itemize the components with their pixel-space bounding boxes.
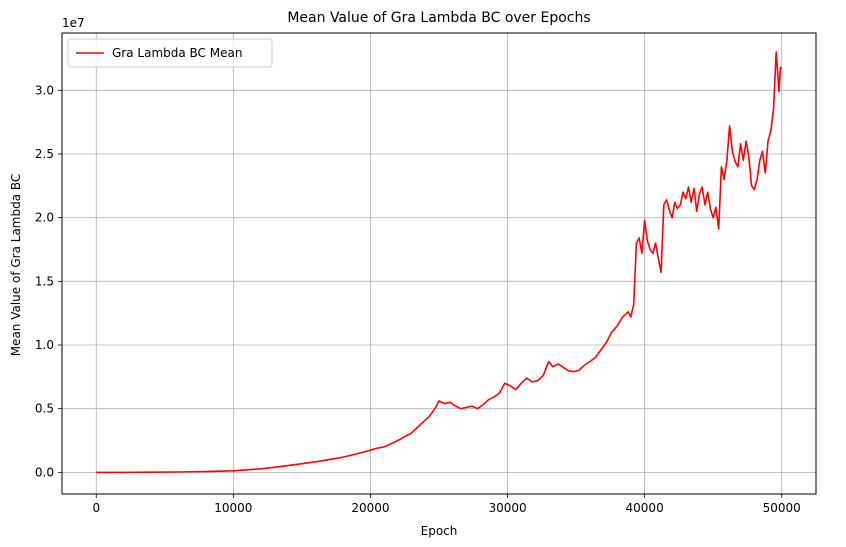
y-tick-label: 2.0 — [35, 211, 54, 225]
legend-box — [67, 38, 273, 68]
y-tick-label: 1.0 — [35, 338, 54, 352]
y-tick-label: 3.0 — [35, 83, 54, 97]
x-axis-ticks: 0 10000 20000 30000 40000 50000 — [92, 494, 801, 515]
series-line — [96, 51, 783, 474]
y-tick-label: 0.0 — [35, 465, 54, 479]
x-tick-label: 20000 — [351, 501, 389, 515]
x-axis-label: Epoch — [421, 524, 458, 538]
y-tick-label: 0.5 — [35, 402, 54, 416]
plot-frame — [61, 32, 817, 495]
y-tick-label: 1.5 — [35, 274, 54, 288]
x-tick-label: 0 — [92, 501, 100, 515]
x-tick-label: 50000 — [763, 501, 801, 515]
legend: Gra Lambda BC Mean — [67, 38, 273, 68]
y-axis-ticks: 0.0 0.5 1.0 1.5 2.0 2.5 3.0 — [35, 83, 62, 479]
y-tick-label: 2.5 — [35, 147, 54, 161]
y-axis-offset-label: 1e7 — [62, 16, 85, 30]
series-layer — [96, 51, 783, 474]
chart-title: Mean Value of Gra Lambda BC over Epochs — [287, 10, 590, 26]
x-tick-label: 40000 — [626, 501, 664, 515]
grid — [62, 33, 816, 494]
legend-label: Gra Lambda BC Mean — [112, 46, 242, 60]
y-axis-label: Mean Value of Gra Lambda BC — [9, 174, 23, 357]
x-tick-label: 10000 — [214, 501, 252, 515]
x-tick-label: 30000 — [488, 501, 526, 515]
